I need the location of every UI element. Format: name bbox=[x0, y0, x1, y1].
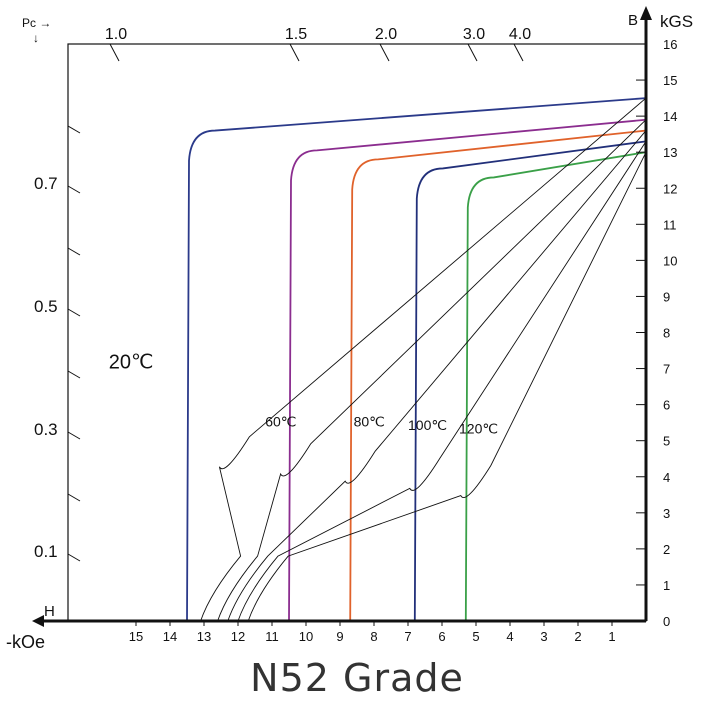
y-axis-arrow-icon bbox=[640, 6, 652, 20]
pc-top-tick bbox=[379, 43, 390, 62]
pc-top-tick bbox=[289, 43, 300, 62]
chart-title: N52 Grade bbox=[250, 656, 464, 700]
pc-left-minor-tick bbox=[67, 370, 81, 379]
y-tick-label: 5 bbox=[663, 434, 670, 449]
x-tick-label: 14 bbox=[163, 629, 177, 644]
x-tick-label: 10 bbox=[299, 629, 313, 644]
y-axis-label: kGS bbox=[660, 12, 693, 31]
series-label-80c: 80℃ bbox=[354, 413, 385, 429]
pc-left-tick bbox=[67, 553, 81, 562]
x-tick-label: 7 bbox=[404, 629, 411, 644]
y-tick-label: 13 bbox=[663, 145, 677, 160]
pc-left-tick-label: 0.1 bbox=[34, 542, 58, 561]
labels-layer: 20℃ 60℃ 80℃ 100℃ 120℃ bbox=[109, 352, 498, 437]
pc-top-tick bbox=[109, 43, 120, 62]
y-tick-label: 7 bbox=[663, 362, 670, 377]
y-tick-label: 9 bbox=[663, 289, 670, 304]
intrinsic-curve-20c bbox=[186, 97, 647, 622]
normal-curve-5 bbox=[247, 151, 647, 622]
pc-top-tick bbox=[513, 43, 524, 62]
pc-left-minor-tick bbox=[67, 125, 81, 134]
pc-top-tick-label: 1.0 bbox=[105, 26, 127, 43]
y-tick-label: 15 bbox=[663, 73, 677, 88]
pc-left-tick bbox=[67, 185, 81, 194]
y-tick-label: 8 bbox=[663, 326, 670, 341]
series-label-120c: 120℃ bbox=[459, 420, 498, 436]
pc-top-tick-label: 3.0 bbox=[463, 26, 485, 43]
y-tick-label: 0 bbox=[663, 614, 670, 629]
x-tick-label: 12 bbox=[231, 629, 245, 644]
normal-curve-3 bbox=[227, 130, 647, 622]
intrinsic-curve-100c bbox=[413, 140, 647, 622]
pc-left-minor-tick bbox=[67, 247, 81, 256]
curves-layer bbox=[186, 97, 647, 622]
y-tick-label: 10 bbox=[663, 253, 677, 268]
normal-curve-4 bbox=[237, 141, 647, 622]
pc-left-tick-label: 0.5 bbox=[34, 297, 58, 316]
x-tick-label: 3 bbox=[540, 629, 547, 644]
pc-left-tick bbox=[67, 431, 81, 440]
x-axis-arrow-icon bbox=[32, 615, 44, 627]
pc-left-tick bbox=[67, 308, 81, 317]
axes-layer: H-kOe 15 14 13 12 11 10 9 8 7 6 5 4 3 2 1B kGS1615141312… bbox=[6, 6, 693, 652]
x-axis-label: -kOe bbox=[6, 632, 45, 652]
x-tick-label: 13 bbox=[197, 629, 211, 644]
pc-top-tick-label: 2.0 bbox=[375, 26, 397, 43]
y-tick-label: 12 bbox=[663, 181, 677, 196]
y-axis-arrow-label: B bbox=[628, 12, 638, 29]
y-tick-label: 2 bbox=[663, 542, 670, 557]
pc-top-tick bbox=[467, 43, 478, 62]
y-tick-label: 4 bbox=[663, 470, 670, 485]
x-tick-label: 5 bbox=[472, 629, 479, 644]
x-tick-label: 1 bbox=[608, 629, 615, 644]
intrinsic-curve-80c bbox=[349, 129, 647, 622]
x-axis-arrow-label: H bbox=[44, 603, 55, 620]
y-tick-label: 1 bbox=[663, 578, 670, 593]
normal-curve-2 bbox=[217, 119, 647, 622]
series-label-100c: 100℃ bbox=[408, 417, 447, 433]
x-tick-label: 11 bbox=[265, 629, 279, 644]
y-tick-label: 16 bbox=[663, 37, 677, 52]
pc-left-tick-label: 0.7 bbox=[34, 174, 58, 193]
pc-top-tick-label: 4.0 bbox=[509, 26, 531, 43]
y-tick-label: 3 bbox=[663, 506, 670, 521]
intrinsic-curve-120c bbox=[464, 151, 647, 622]
pc-top-tick-label: 1.5 bbox=[285, 26, 307, 43]
normal-curve-1 bbox=[200, 97, 647, 622]
x-tick-label: 8 bbox=[370, 629, 377, 644]
pc-left-tick-label: 0.3 bbox=[34, 420, 58, 439]
pc-left-minor-tick bbox=[67, 493, 81, 502]
x-tick-label: 6 bbox=[438, 629, 445, 644]
pc-scale-label: Pc → bbox=[22, 16, 51, 30]
y-tick-label: 6 bbox=[663, 398, 670, 413]
y-tick-label: 14 bbox=[663, 109, 677, 124]
pc-down-arrow-icon: ↓ bbox=[33, 31, 39, 45]
x-tick-label: 9 bbox=[336, 629, 343, 644]
series-label-20c: 20℃ bbox=[109, 352, 154, 374]
x-tick-label: 4 bbox=[506, 629, 513, 644]
intrinsic-curve-60c bbox=[288, 118, 647, 622]
y-tick-label: 11 bbox=[663, 217, 677, 232]
x-tick-label: 15 bbox=[129, 629, 143, 644]
plot-frame bbox=[67, 43, 647, 622]
series-label-60c: 60℃ bbox=[265, 413, 296, 429]
x-tick-label: 2 bbox=[574, 629, 581, 644]
